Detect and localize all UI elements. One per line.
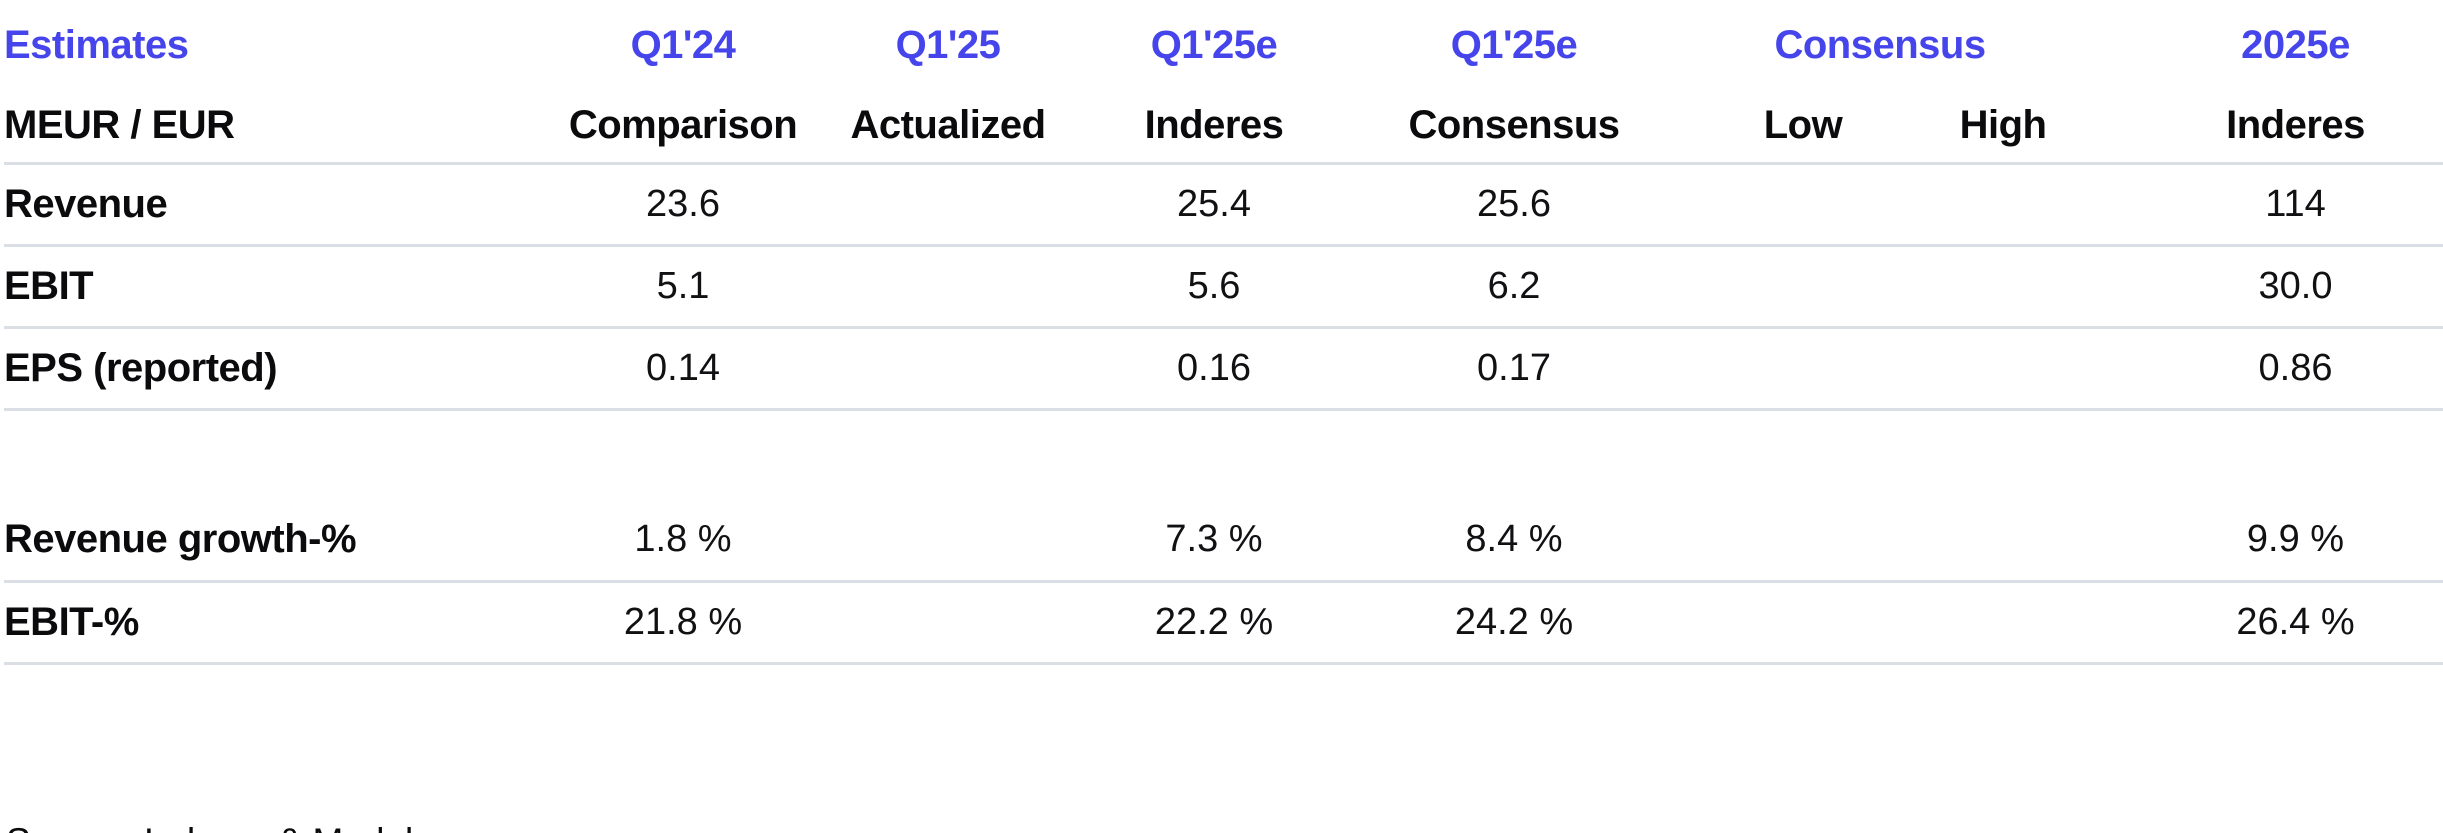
table-cell — [1926, 163, 2081, 247]
header-row-sources: MEUR / EUR Comparison Actualized Inderes… — [4, 90, 2443, 165]
row-label: EBIT-% — [4, 581, 550, 665]
table-cell — [1680, 499, 1926, 583]
table-cell: 7.3 % — [1080, 499, 1348, 583]
table-cell — [816, 581, 1080, 665]
table-cell: 0.86 — [2148, 327, 2443, 411]
table-cell: 114 — [2148, 163, 2443, 247]
spacer-cell — [2080, 245, 2149, 329]
table-cell — [1926, 499, 2081, 583]
table-cell — [1926, 581, 2081, 665]
table-cell: 0.14 — [550, 327, 816, 411]
subheader-inderes: Inderes — [1080, 90, 1348, 165]
col-header-2025e: 2025e — [2241, 22, 2350, 67]
table-cell: 24.2 % — [1348, 581, 1680, 665]
subheader-high: High — [1926, 90, 2081, 165]
spacer-cell — [2080, 0, 2148, 90]
table-cell — [816, 163, 1080, 247]
table-cell — [1680, 163, 1926, 247]
table-cell — [816, 245, 1080, 329]
table-cell: 26.4 % — [2148, 581, 2443, 665]
col-header-consensus-span: Consensus — [1774, 22, 1986, 67]
source-note: Source: Inderes & Modular Finance 4/17/2… — [4, 727, 2443, 833]
col-header-q125e-consensus: Q1'25e — [1450, 22, 1578, 67]
spacer-cell — [2080, 499, 2149, 583]
header-row-periods: Estimates Q1'24 Q1'25 Q1'25e Q1'25e Cons… — [4, 0, 2443, 90]
spacer-cell — [2080, 327, 2149, 411]
unit-label: MEUR / EUR — [4, 90, 550, 165]
table-cell: 8.4 % — [1348, 499, 1680, 583]
table-row-eps: EPS (reported) 0.14 0.16 0.17 0.86 — [4, 327, 2443, 411]
table-spacer-row — [4, 409, 2443, 499]
subheader-actualized: Actualized — [816, 90, 1080, 165]
table-cell: 21.8 % — [550, 581, 816, 665]
table-cell: 9.9 % — [2148, 499, 2443, 583]
table-cell: 5.6 — [1080, 245, 1348, 329]
table-cell: 6.2 — [1348, 245, 1680, 329]
table-row-ebit: EBIT 5.1 5.6 6.2 30.0 — [4, 245, 2443, 329]
table-cell — [1926, 327, 2081, 411]
estimates-table: Estimates Q1'24 Q1'25 Q1'25e Q1'25e Cons… — [4, 0, 2443, 665]
table-cell — [1680, 327, 1926, 411]
table-cell — [1680, 581, 1926, 665]
table-cell — [816, 327, 1080, 411]
table-cell — [1926, 245, 2081, 329]
source-note-line1: Source: Inderes & Modular — [6, 819, 2443, 833]
table-row-ebit-margin: EBIT-% 21.8 % 22.2 % 24.2 % 26.4 % — [4, 581, 2443, 665]
table-title: Estimates — [4, 22, 189, 67]
col-header-q125e-inderes: Q1'25e — [1150, 22, 1278, 67]
row-label: Revenue growth-% — [4, 499, 550, 583]
table-cell: 22.2 % — [1080, 581, 1348, 665]
subheader-consensus: Consensus — [1348, 90, 1680, 165]
table-cell: 0.17 — [1348, 327, 1680, 411]
table-cell: 25.6 — [1348, 163, 1680, 247]
spacer-cell — [2080, 581, 2149, 665]
spacer-cell — [2080, 163, 2149, 247]
table-cell — [816, 499, 1080, 583]
col-header-q125: Q1'25 — [895, 22, 1001, 67]
table-cell: 30.0 — [2148, 245, 2443, 329]
subheader-comparison: Comparison — [550, 90, 816, 165]
table-cell — [1680, 245, 1926, 329]
table-cell: 25.4 — [1080, 163, 1348, 247]
table-cell: 1.8 % — [550, 499, 816, 583]
table-cell: 23.6 — [550, 163, 816, 247]
subheader-2025e-inderes: Inderes — [2148, 90, 2443, 165]
table-row-revenue: Revenue 23.6 25.4 25.6 114 — [4, 163, 2443, 247]
row-label: EBIT — [4, 245, 550, 329]
col-header-q124: Q1'24 — [630, 22, 736, 67]
table-cell: 5.1 — [550, 245, 816, 329]
row-label: Revenue — [4, 163, 550, 247]
table-row-revenue-growth: Revenue growth-% 1.8 % 7.3 % 8.4 % 9.9 % — [4, 499, 2443, 583]
subheader-low: Low — [1680, 90, 1926, 165]
row-label: EPS (reported) — [4, 327, 550, 411]
table-cell: 0.16 — [1080, 327, 1348, 411]
spacer-cell — [2080, 90, 2149, 165]
